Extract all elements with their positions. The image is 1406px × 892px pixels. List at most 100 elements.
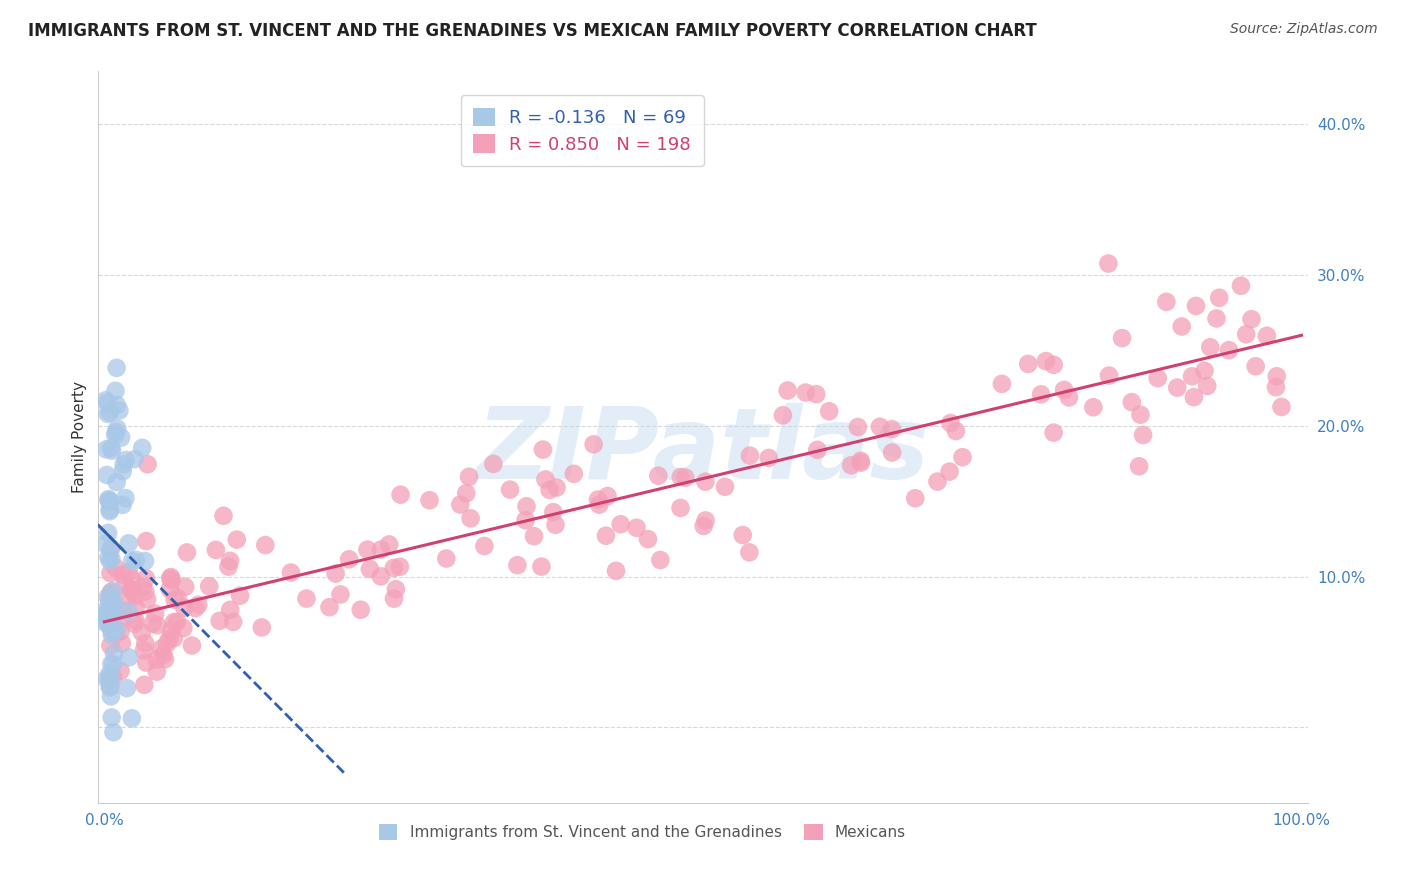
Point — [105, 421, 128, 435]
Point — [160, 624, 183, 638]
Point — [562, 467, 585, 481]
Point — [1111, 331, 1133, 345]
Point — [163, 592, 186, 607]
Point — [173, 600, 195, 615]
Point — [96, 442, 118, 457]
Point — [1270, 400, 1292, 414]
Point — [776, 384, 799, 398]
Point — [1098, 368, 1121, 383]
Text: Source: ZipAtlas.com: Source: ZipAtlas.com — [1230, 22, 1378, 37]
Point — [163, 615, 186, 629]
Point — [104, 626, 127, 640]
Point — [586, 492, 609, 507]
Point — [97, 493, 120, 508]
Point — [159, 582, 181, 597]
Point — [103, 647, 125, 661]
Point — [100, 614, 122, 628]
Point — [124, 613, 146, 627]
Point — [187, 598, 209, 612]
Point — [1128, 459, 1150, 474]
Point — [254, 538, 277, 552]
Point — [160, 574, 183, 588]
Point — [692, 519, 714, 533]
Point — [114, 491, 136, 505]
Point — [100, 441, 122, 455]
Point — [98, 666, 121, 681]
Point — [100, 624, 122, 638]
Point — [849, 456, 872, 470]
Point — [538, 483, 561, 497]
Point — [515, 513, 537, 527]
Point — [176, 545, 198, 559]
Point — [904, 491, 927, 506]
Point — [121, 711, 143, 725]
Point — [523, 529, 546, 543]
Point — [458, 469, 481, 483]
Point — [217, 559, 239, 574]
Point — [100, 710, 122, 724]
Point — [1121, 395, 1143, 409]
Point — [104, 560, 127, 574]
Point — [673, 471, 696, 485]
Point — [991, 376, 1014, 391]
Point — [124, 452, 146, 467]
Point — [134, 554, 156, 568]
Point — [449, 498, 471, 512]
Point — [738, 449, 761, 463]
Point — [669, 470, 692, 484]
Point — [121, 572, 143, 586]
Point — [100, 672, 122, 686]
Point — [1017, 357, 1039, 371]
Point — [135, 534, 157, 549]
Point — [945, 424, 967, 438]
Point — [124, 617, 146, 632]
Point — [1035, 354, 1057, 368]
Point — [105, 475, 128, 489]
Point — [378, 537, 401, 551]
Point — [546, 481, 568, 495]
Point — [880, 422, 903, 436]
Point — [94, 607, 117, 621]
Point — [98, 594, 121, 608]
Point — [117, 536, 139, 550]
Point — [208, 614, 231, 628]
Point — [212, 508, 235, 523]
Point — [225, 533, 247, 547]
Point — [474, 539, 496, 553]
Point — [98, 681, 121, 695]
Point — [114, 575, 136, 590]
Point — [159, 572, 181, 586]
Point — [104, 428, 127, 442]
Point — [669, 500, 692, 515]
Point — [1199, 340, 1222, 354]
Point — [595, 529, 617, 543]
Legend: Immigrants from St. Vincent and the Grenadines, Mexicans: Immigrants from St. Vincent and the Gren… — [373, 818, 912, 847]
Point — [110, 431, 132, 445]
Point — [97, 590, 120, 604]
Point — [143, 607, 166, 621]
Point — [100, 621, 122, 635]
Point — [482, 457, 505, 471]
Point — [280, 566, 302, 580]
Point — [818, 404, 841, 418]
Point — [112, 610, 135, 624]
Point — [1042, 425, 1064, 440]
Point — [952, 450, 974, 465]
Point — [1083, 401, 1105, 415]
Point — [356, 542, 378, 557]
Point — [772, 409, 794, 423]
Point — [385, 582, 408, 597]
Point — [1042, 358, 1064, 372]
Point — [695, 513, 717, 527]
Point — [714, 480, 737, 494]
Point — [121, 582, 143, 597]
Point — [98, 502, 121, 516]
Point — [456, 486, 478, 500]
Point — [434, 551, 457, 566]
Point — [100, 542, 122, 557]
Point — [337, 552, 360, 566]
Point — [121, 554, 143, 568]
Point — [115, 590, 138, 604]
Point — [534, 472, 557, 486]
Point — [506, 558, 529, 573]
